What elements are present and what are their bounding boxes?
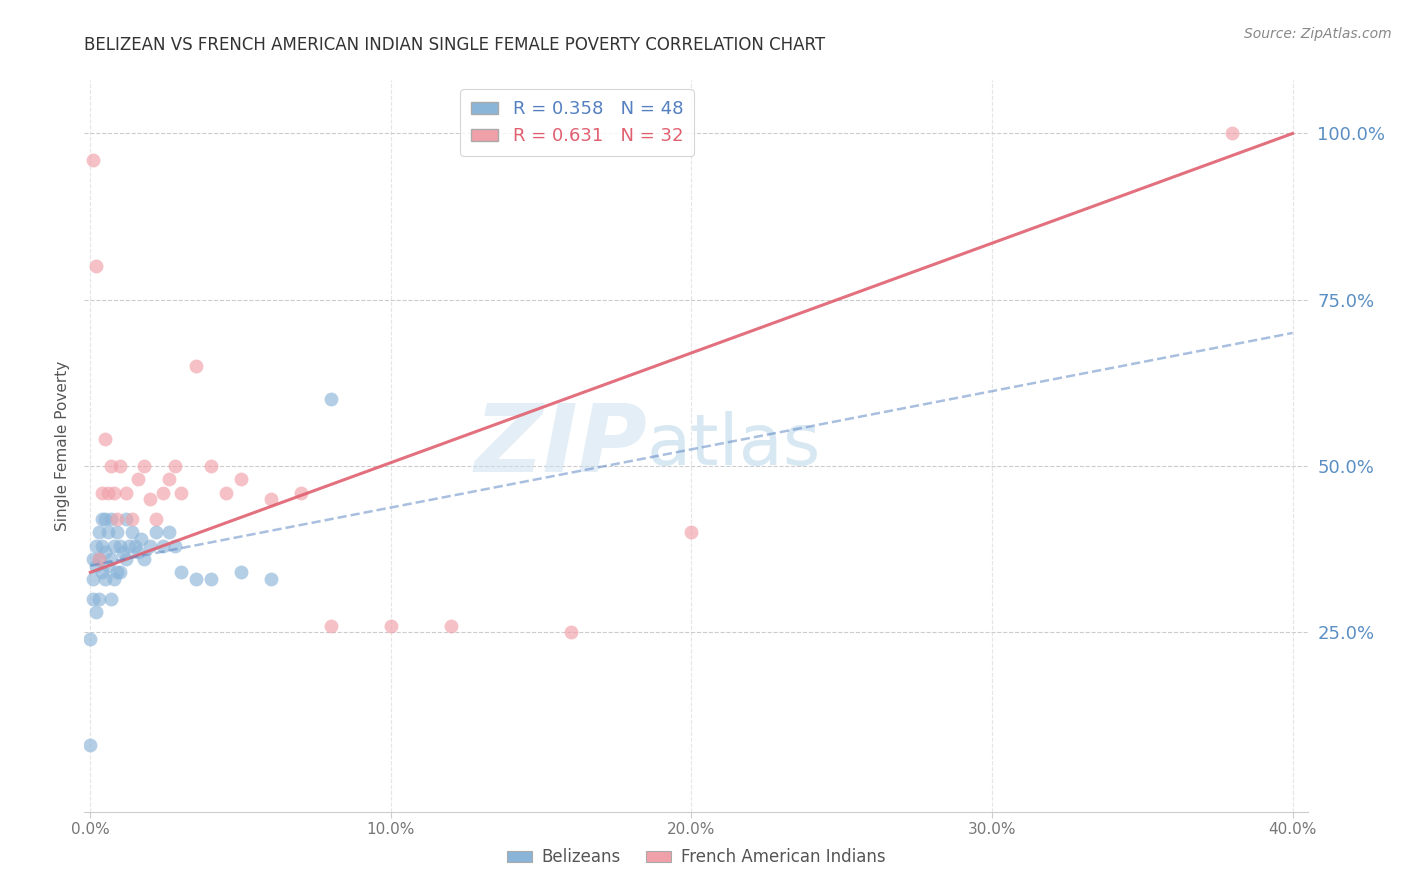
Point bbox=[229, 472, 252, 486]
Point bbox=[89, 552, 111, 566]
Point bbox=[115, 552, 138, 566]
Point bbox=[94, 572, 117, 586]
Point bbox=[145, 525, 167, 540]
Point bbox=[115, 485, 138, 500]
Point bbox=[184, 359, 207, 374]
Point bbox=[100, 512, 122, 526]
Point bbox=[163, 458, 186, 473]
Point bbox=[260, 492, 283, 507]
Point bbox=[97, 525, 120, 540]
Point bbox=[86, 260, 108, 274]
Point bbox=[103, 539, 125, 553]
Point bbox=[152, 539, 174, 553]
Point bbox=[139, 492, 162, 507]
Point bbox=[200, 458, 222, 473]
Point bbox=[127, 545, 149, 559]
Point bbox=[169, 485, 191, 500]
Point bbox=[86, 605, 108, 619]
Point bbox=[260, 572, 283, 586]
Text: ZIP: ZIP bbox=[474, 400, 647, 492]
Point bbox=[184, 572, 207, 586]
Point bbox=[110, 566, 132, 580]
Point bbox=[169, 566, 191, 580]
Text: BELIZEAN VS FRENCH AMERICAN INDIAN SINGLE FEMALE POVERTY CORRELATION CHART: BELIZEAN VS FRENCH AMERICAN INDIAN SINGL… bbox=[84, 36, 825, 54]
Point bbox=[121, 525, 143, 540]
Point bbox=[97, 485, 120, 500]
Point bbox=[121, 512, 143, 526]
Point bbox=[100, 552, 122, 566]
Point bbox=[100, 458, 122, 473]
Point bbox=[290, 485, 312, 500]
Point bbox=[139, 539, 162, 553]
Point bbox=[94, 512, 117, 526]
Point bbox=[107, 512, 129, 526]
Point bbox=[100, 591, 122, 606]
Y-axis label: Single Female Poverty: Single Female Poverty bbox=[55, 361, 70, 531]
Point bbox=[112, 545, 135, 559]
Point bbox=[79, 738, 101, 752]
Point bbox=[380, 618, 402, 632]
Point bbox=[89, 591, 111, 606]
Point bbox=[82, 572, 104, 586]
Point bbox=[107, 525, 129, 540]
Point bbox=[91, 485, 114, 500]
Point bbox=[91, 539, 114, 553]
Point bbox=[110, 458, 132, 473]
Point bbox=[82, 552, 104, 566]
Legend: Belizeans, French American Indians: Belizeans, French American Indians bbox=[501, 841, 891, 873]
Text: atlas: atlas bbox=[647, 411, 821, 481]
Point bbox=[103, 485, 125, 500]
Point bbox=[91, 512, 114, 526]
Point bbox=[94, 433, 117, 447]
Point bbox=[86, 539, 108, 553]
Point bbox=[82, 591, 104, 606]
Point bbox=[91, 566, 114, 580]
Point bbox=[131, 532, 153, 546]
Point bbox=[82, 153, 104, 167]
Point bbox=[157, 525, 180, 540]
Point bbox=[124, 539, 146, 553]
Point bbox=[107, 566, 129, 580]
Point bbox=[118, 539, 141, 553]
Point bbox=[157, 472, 180, 486]
Point bbox=[94, 545, 117, 559]
Text: Source: ZipAtlas.com: Source: ZipAtlas.com bbox=[1244, 27, 1392, 41]
Point bbox=[103, 572, 125, 586]
Point bbox=[79, 632, 101, 646]
Point bbox=[115, 512, 138, 526]
Point bbox=[440, 618, 463, 632]
Point bbox=[681, 525, 703, 540]
Point bbox=[319, 392, 342, 407]
Point bbox=[97, 558, 120, 573]
Point bbox=[134, 552, 156, 566]
Point bbox=[1222, 127, 1244, 141]
Point bbox=[214, 485, 236, 500]
Point bbox=[134, 458, 156, 473]
Point bbox=[145, 512, 167, 526]
Point bbox=[110, 539, 132, 553]
Point bbox=[163, 539, 186, 553]
Point bbox=[89, 552, 111, 566]
Point bbox=[89, 525, 111, 540]
Point bbox=[229, 566, 252, 580]
Point bbox=[127, 472, 149, 486]
Point bbox=[200, 572, 222, 586]
Point bbox=[152, 485, 174, 500]
Point bbox=[560, 625, 582, 640]
Point bbox=[86, 558, 108, 573]
Point bbox=[319, 618, 342, 632]
